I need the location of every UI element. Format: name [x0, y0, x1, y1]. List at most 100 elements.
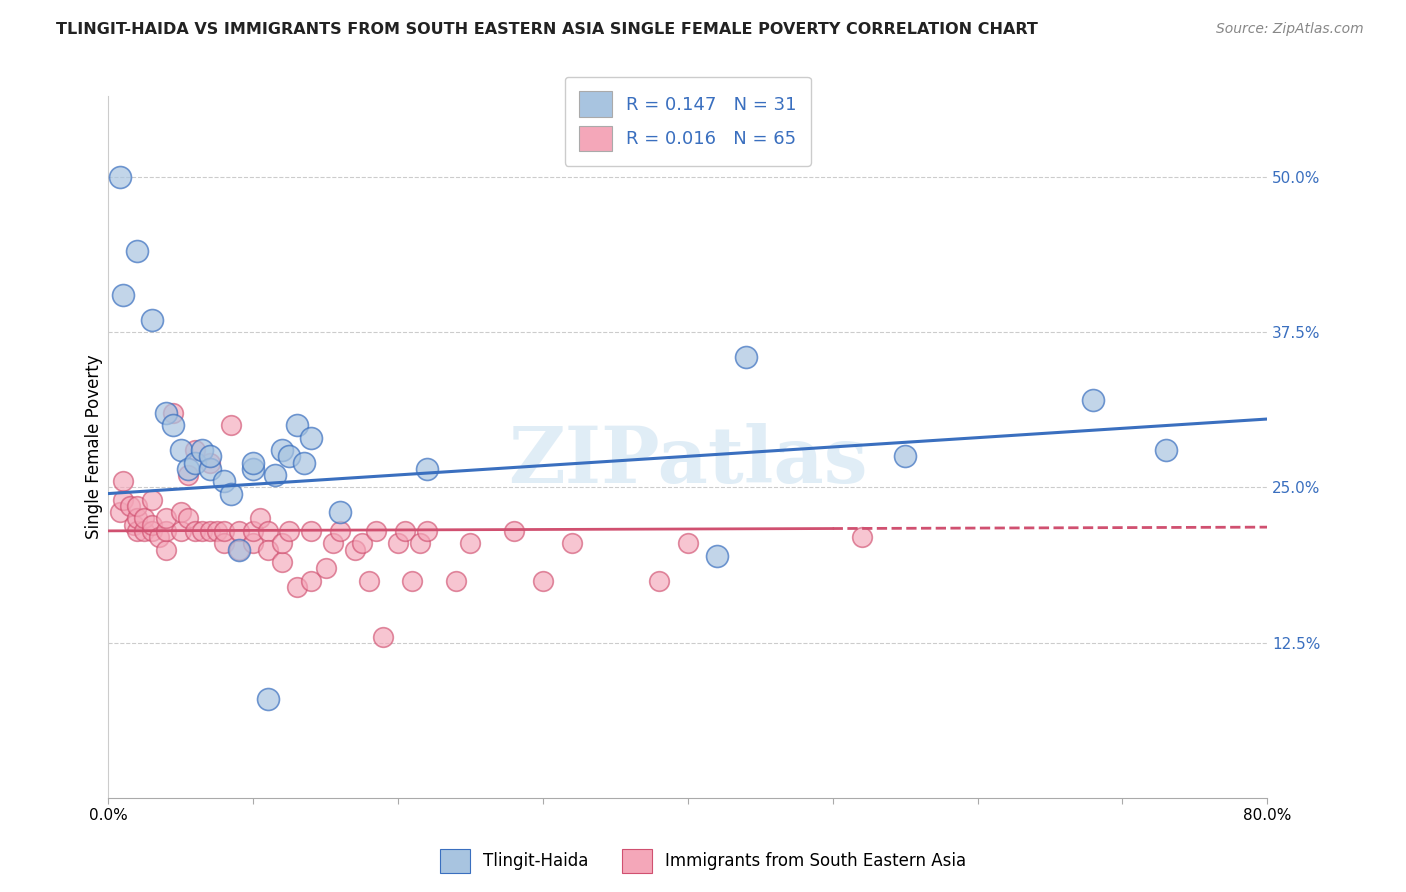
Point [212, 474, 235, 488]
Point [191, 524, 214, 538]
Point [299, 431, 322, 445]
Text: Source: ZipAtlas.com: Source: ZipAtlas.com [1216, 22, 1364, 37]
Point [134, 524, 156, 538]
Point [416, 461, 439, 475]
Point [263, 467, 285, 482]
Point [177, 461, 200, 475]
Point [221, 486, 243, 500]
Point [242, 524, 264, 538]
Point [141, 517, 163, 532]
Point [127, 511, 149, 525]
Point [108, 505, 131, 519]
Point [394, 524, 416, 538]
Point [118, 499, 141, 513]
Point [162, 418, 184, 433]
Point [329, 505, 352, 519]
Point [169, 443, 191, 458]
Point [256, 524, 278, 538]
Point [228, 542, 250, 557]
Point [299, 524, 322, 538]
Point [373, 630, 395, 644]
Point [141, 312, 163, 326]
Point [409, 536, 432, 550]
Point [329, 524, 352, 538]
Point [111, 492, 134, 507]
Point [205, 524, 228, 538]
Point [228, 524, 250, 538]
Text: ZIPatlas: ZIPatlas [508, 423, 868, 499]
Point [444, 574, 467, 588]
Point [169, 505, 191, 519]
Point [184, 456, 207, 470]
Point [357, 574, 380, 588]
Point [1083, 393, 1105, 408]
Point [198, 450, 221, 464]
Point [561, 536, 583, 550]
Point [212, 524, 235, 538]
Point [1154, 443, 1177, 458]
Point [155, 406, 177, 420]
Point [155, 524, 177, 538]
Point [198, 456, 221, 470]
Point [460, 536, 482, 550]
Point [256, 691, 278, 706]
Point [894, 450, 917, 464]
Point [162, 406, 184, 420]
Point [401, 574, 423, 588]
Point [676, 536, 699, 550]
Point [851, 530, 873, 544]
Point [141, 524, 163, 538]
Point [285, 418, 308, 433]
Point [256, 542, 278, 557]
Point [299, 574, 322, 588]
Point [177, 511, 200, 525]
Point [271, 555, 294, 569]
Point [228, 542, 250, 557]
Text: TLINGIT-HAIDA VS IMMIGRANTS FROM SOUTH EASTERN ASIA SINGLE FEMALE POVERTY CORREL: TLINGIT-HAIDA VS IMMIGRANTS FROM SOUTH E… [56, 22, 1038, 37]
Point [134, 511, 156, 525]
Point [242, 456, 264, 470]
Point [706, 549, 728, 563]
Point [141, 492, 163, 507]
Point [350, 536, 373, 550]
Legend: Tlingit-Haida, Immigrants from South Eastern Asia: Tlingit-Haida, Immigrants from South Eas… [433, 842, 973, 880]
Point [111, 287, 134, 301]
Point [343, 542, 366, 557]
Point [221, 418, 243, 433]
Point [416, 524, 439, 538]
Point [148, 530, 170, 544]
Point [169, 524, 191, 538]
Point [271, 536, 294, 550]
Point [127, 244, 149, 259]
Point [242, 461, 264, 475]
Point [184, 524, 207, 538]
Point [278, 450, 301, 464]
Point [127, 499, 149, 513]
Point [184, 443, 207, 458]
Point [292, 456, 315, 470]
Point [198, 524, 221, 538]
Point [191, 443, 214, 458]
Point [387, 536, 409, 550]
Point [278, 524, 301, 538]
Y-axis label: Single Female Poverty: Single Female Poverty [86, 355, 103, 540]
Point [111, 474, 134, 488]
Point [502, 524, 524, 538]
Point [648, 574, 671, 588]
Point [198, 461, 221, 475]
Point [285, 580, 308, 594]
Point [155, 511, 177, 525]
Point [734, 350, 756, 364]
Point [127, 524, 149, 538]
Point [155, 542, 177, 557]
Point [531, 574, 554, 588]
Point [177, 467, 200, 482]
Point [249, 511, 271, 525]
Point [271, 443, 294, 458]
Point [322, 536, 344, 550]
Point [122, 517, 145, 532]
Point [315, 561, 337, 575]
Legend: R = 0.147   N = 31, R = 0.016   N = 65: R = 0.147 N = 31, R = 0.016 N = 65 [565, 77, 811, 166]
Point [366, 524, 388, 538]
Point [108, 169, 131, 184]
